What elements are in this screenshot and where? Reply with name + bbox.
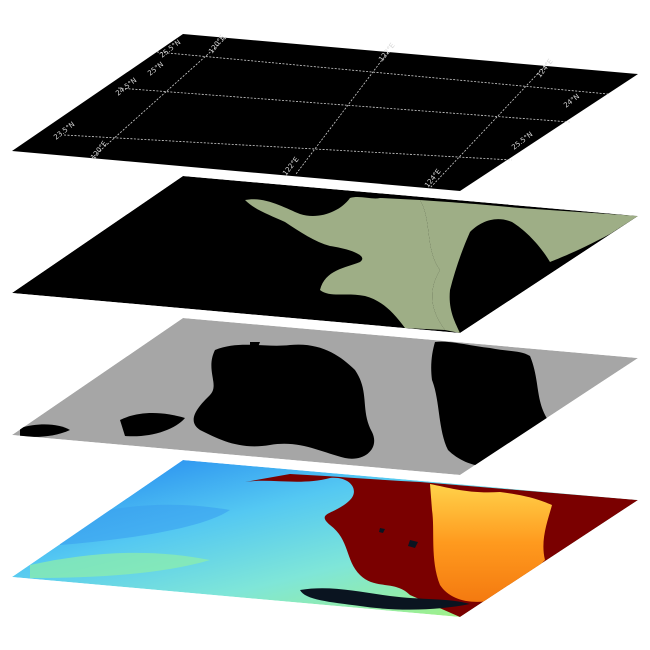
sst-layer — [12, 460, 638, 617]
land-mask-layer — [12, 176, 638, 333]
graticule-layer: 25.5°N 120°E 122°E 124°E 25°N 24.5°N 120… — [12, 34, 638, 191]
cloud-mask-layer — [12, 318, 638, 475]
